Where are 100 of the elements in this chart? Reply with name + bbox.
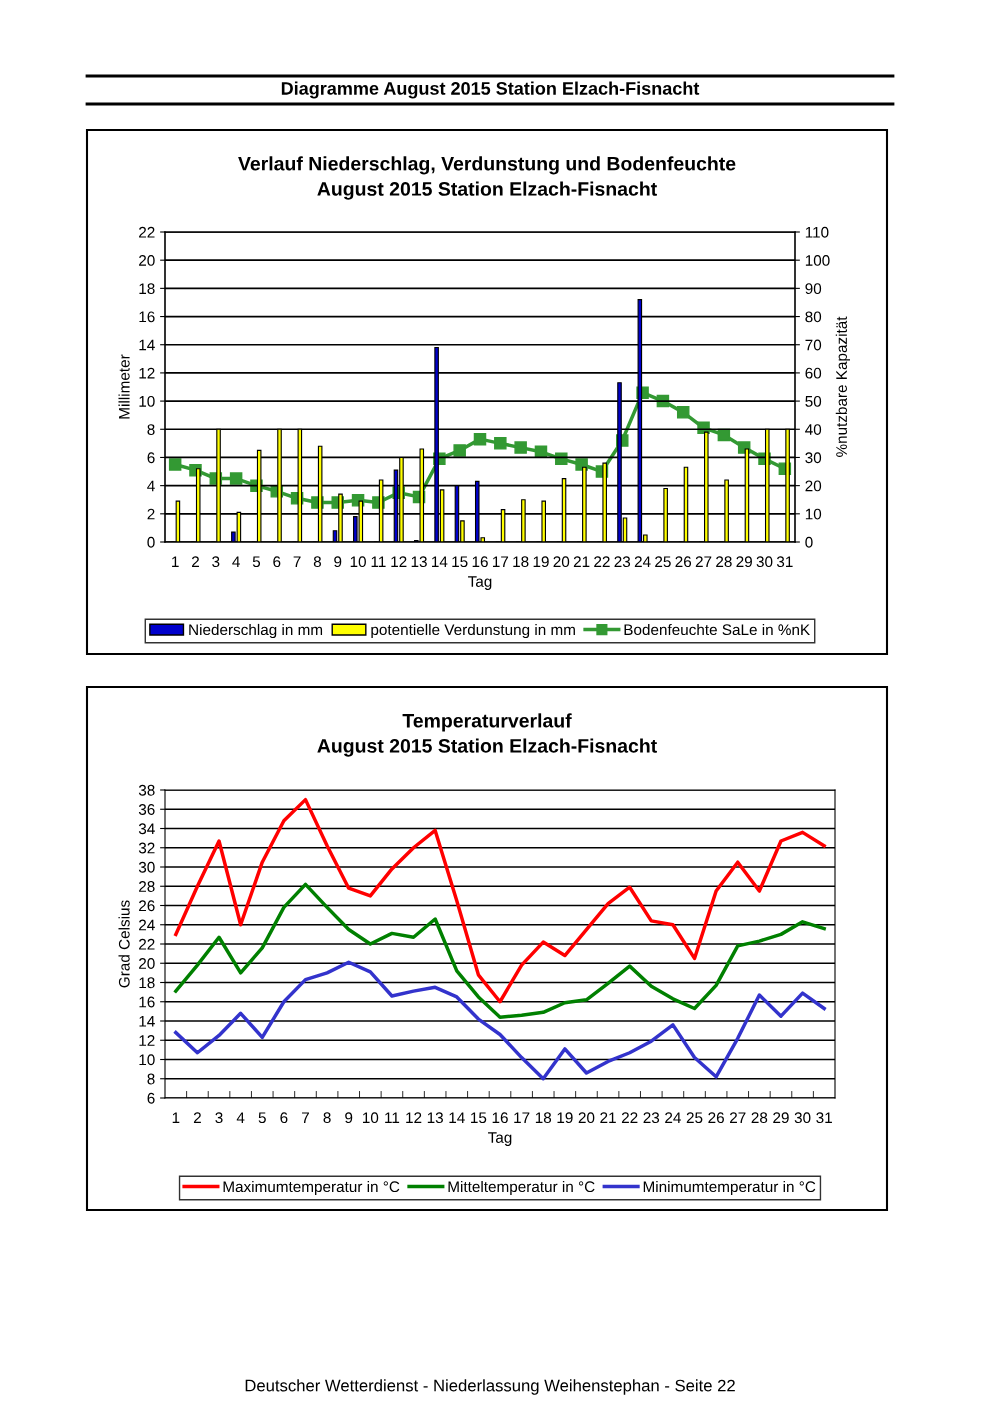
x-tick-label: 8 xyxy=(323,1112,331,1124)
y-tick-label: 32 xyxy=(138,842,155,854)
x-tick-label: 3 xyxy=(212,556,220,568)
y-tick-label: 22 xyxy=(139,226,155,238)
x-tick-label: 4 xyxy=(232,556,240,567)
x-tick-label: 4 xyxy=(236,1112,245,1123)
x-tick-label: 13 xyxy=(427,1112,443,1124)
y2-tick-label: 70 xyxy=(805,339,822,351)
x-tick-label: 22 xyxy=(594,556,610,567)
y-tick-label: 2 xyxy=(147,508,155,520)
x-tick-label: 28 xyxy=(716,556,732,568)
x-tick-label: 9 xyxy=(345,1112,353,1124)
x-tick-label: 29 xyxy=(736,556,752,568)
x-tick-label: 6 xyxy=(273,556,281,568)
y-tick-label: 10 xyxy=(139,395,155,407)
x-tick-label: 16 xyxy=(492,1112,508,1124)
y2-tick-label: 40 xyxy=(805,424,822,435)
y-tick-label: 10 xyxy=(139,1054,155,1066)
x-tick-label: 21 xyxy=(600,1112,616,1123)
y-tick-label: 28 xyxy=(139,881,155,892)
y-tick-label: 18 xyxy=(139,283,155,295)
x-tick-label: 18 xyxy=(513,556,529,568)
y-tick-label: 0 xyxy=(147,536,155,548)
x-tick-label: 17 xyxy=(492,556,509,567)
x-tick-label: 5 xyxy=(252,556,261,568)
y-axis-title: Millimeter xyxy=(118,354,130,419)
legend-label: Mitteltemperatur in °C xyxy=(448,1180,595,1196)
y2-tick-label: 60 xyxy=(805,367,822,379)
x-tick-label: 25 xyxy=(655,556,671,568)
y2-tick-label: 90 xyxy=(805,283,822,295)
y-tick-label: 38 xyxy=(138,784,155,796)
x-tick-label: 7 xyxy=(293,556,301,567)
x-tick-label: 6 xyxy=(280,1112,288,1124)
legend-label: Maximumtemperatur in °C xyxy=(223,1180,400,1196)
x-tick-label: 1 xyxy=(172,1112,180,1123)
x-tick-label: 26 xyxy=(708,1112,724,1124)
y2-tick-label: 20 xyxy=(805,480,822,492)
x-tick-label: 5 xyxy=(258,1112,266,1124)
x-axis-title: Tag xyxy=(468,576,492,590)
y-tick-label: 6 xyxy=(147,452,155,464)
legend-label: Minimumtemperatur in °C xyxy=(643,1180,816,1196)
x-tick-label: 24 xyxy=(665,1112,681,1123)
x-tick-label: 7 xyxy=(302,1112,309,1123)
x-tick-label: 3 xyxy=(215,1112,223,1124)
y-tick-label: 16 xyxy=(139,996,155,1008)
legend-label: potentielle Verdunstung in mm xyxy=(371,623,575,639)
x-tick-label: 28 xyxy=(751,1112,768,1124)
x-tick-label: 21 xyxy=(573,556,590,567)
y2-tick-label: 30 xyxy=(805,452,822,464)
x-tick-label: 12 xyxy=(391,556,407,567)
text: Deutscher Wetterdienst - Niederlassung Weihenstephan - Seite 22 xyxy=(245,1379,735,1395)
x-tick-label: 22 xyxy=(621,1112,638,1123)
x-tick-label: 23 xyxy=(643,1112,660,1124)
x-tick-label: 29 xyxy=(773,1112,789,1124)
y-tick-label: 12 xyxy=(139,367,155,379)
y2-axis-title: %nutzbare Kapazität xyxy=(835,316,851,457)
y-tick-label: 14 xyxy=(139,1016,155,1027)
x-tick-label: 15 xyxy=(471,1112,487,1124)
y-tick-label: 22 xyxy=(139,938,155,950)
x-tick-label: 2 xyxy=(193,1112,201,1123)
y-tick-label: 4 xyxy=(147,480,155,492)
x-tick-label: 11 xyxy=(371,556,386,567)
x-tick-label: 24 xyxy=(634,556,651,567)
x-tick-label: 20 xyxy=(578,1112,595,1124)
x-tick-label: 30 xyxy=(794,1112,811,1124)
x-tick-label: 27 xyxy=(695,556,712,567)
x-tick-label: 19 xyxy=(557,1112,573,1124)
text: Diagramme August 2015 Station Elzach-Fisnacht xyxy=(281,81,700,99)
x-tick-label: 12 xyxy=(406,1112,422,1123)
x-tick-label: 2 xyxy=(192,556,199,567)
x-tick-label: 26 xyxy=(675,556,692,568)
x-tick-label: 10 xyxy=(350,556,366,568)
y2-tick-label: 100 xyxy=(805,255,830,266)
y-tick-label: 36 xyxy=(138,804,155,815)
y2-tick-label: 10 xyxy=(805,508,822,520)
y-tick-label: 26 xyxy=(139,900,155,912)
y-tick-label: 30 xyxy=(138,861,155,873)
x-tick-label: 13 xyxy=(411,556,427,568)
y-tick-label: 12 xyxy=(139,1035,155,1046)
x-tick-label: 1 xyxy=(172,556,179,567)
legend-label: Niederschlag in mm xyxy=(189,623,323,639)
x-tick-label: 31 xyxy=(776,556,793,568)
x-tick-label: 9 xyxy=(334,556,342,568)
x-tick-label: 14 xyxy=(449,1112,465,1123)
chart-title: Temperaturverlauf August 2015 Station Elzach-Fisnacht xyxy=(317,713,657,757)
y2-tick-label: 110 xyxy=(805,226,829,238)
y-tick-label: 16 xyxy=(139,311,155,323)
y-tick-label: 18 xyxy=(139,977,155,989)
y-tick-label: 34 xyxy=(138,823,155,835)
x-tick-label: 31 xyxy=(816,1112,832,1124)
y-tick-label: 24 xyxy=(139,919,155,931)
y-axis-title: Grad Celsius xyxy=(118,900,130,988)
x-tick-label: 16 xyxy=(472,556,488,568)
y2-tick-label: 80 xyxy=(805,311,822,323)
x-tick-label: 10 xyxy=(362,1112,379,1124)
y-tick-label: 8 xyxy=(147,424,155,435)
x-tick-label: 30 xyxy=(756,556,773,568)
x-tick-label: 19 xyxy=(533,556,549,568)
x-tick-label: 27 xyxy=(730,1112,746,1123)
legend-label: Bodenfeuchte SaLe in %nK xyxy=(624,623,810,636)
